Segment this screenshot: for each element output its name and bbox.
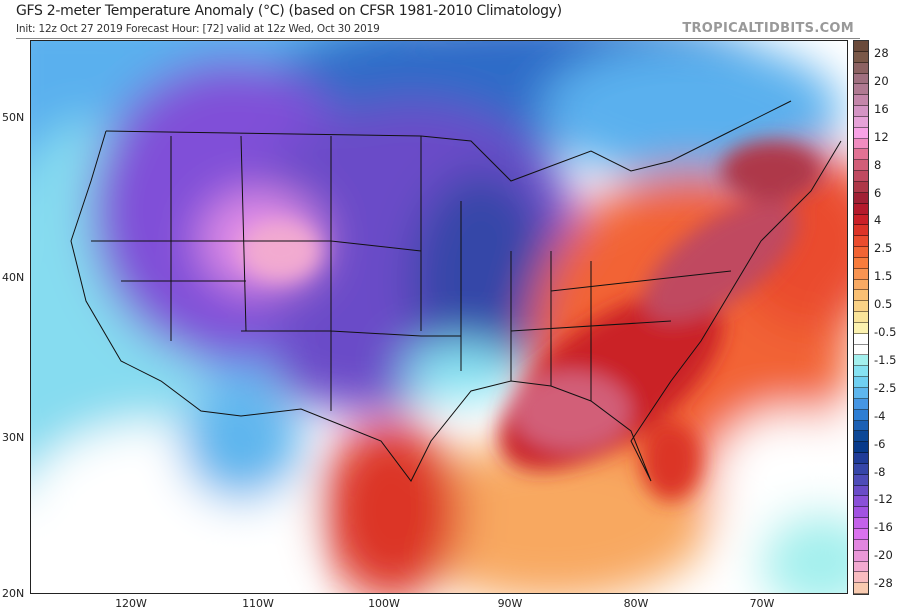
colorbar-bin — [854, 225, 868, 237]
colorbar-bin — [854, 257, 868, 269]
colorbar-label: -6 — [874, 436, 886, 451]
colorbar-bin — [854, 528, 868, 540]
colorbar-label: -20 — [874, 548, 893, 563]
colorbar-bin — [854, 496, 868, 508]
colorbar-bin — [854, 51, 868, 63]
colorbar-label: 16 — [874, 101, 889, 116]
colorbar-bin — [854, 62, 868, 74]
colorbar-bin — [854, 203, 868, 215]
colorbar-bin — [854, 268, 868, 280]
run-info: Init: 12z Oct 27 2019 Forecast Hour: [72… — [16, 23, 380, 35]
header-divider — [16, 38, 860, 39]
colorbar-label: -28 — [874, 576, 893, 591]
colorbar-label: 4 — [874, 213, 882, 228]
state-borders — [70, 100, 842, 482]
colorbar-bin — [854, 236, 868, 248]
colorbar-bin — [854, 333, 868, 345]
colorbar-bin — [854, 463, 868, 475]
colorbar-label: 0.5 — [874, 297, 893, 312]
colorbar-bin — [854, 485, 868, 497]
colorbar-bin — [854, 398, 868, 410]
colorbar-bin — [854, 95, 868, 107]
colorbar-bin — [854, 550, 868, 562]
lon-label: 90W — [497, 597, 523, 610]
colorbar-bin — [854, 171, 868, 182]
lon-label: 110W — [242, 597, 274, 610]
anomaly-field — [31, 41, 847, 593]
colorbar-bin — [854, 192, 868, 204]
chart-title: GFS 2-meter Temperature Anomaly (°C) (ba… — [16, 3, 562, 19]
lat-label: 30N — [2, 431, 25, 444]
colorbar-bin — [854, 127, 868, 139]
lon-label: 70W — [749, 597, 775, 610]
colorbar-label: -8 — [874, 464, 886, 479]
colorbar-label: 1.5 — [874, 269, 893, 284]
colorbar-bin — [854, 431, 868, 443]
colorbar-label: -12 — [874, 492, 893, 507]
colorbar-bin — [854, 518, 868, 529]
colorbar-bin — [854, 41, 868, 52]
lon-label: 80W — [623, 597, 649, 610]
colorbar-label: -16 — [874, 520, 893, 535]
lon-label: 100W — [368, 597, 400, 610]
colorbar-bin — [854, 301, 868, 313]
colorbar-bin — [854, 561, 868, 573]
colorbar-bin — [854, 442, 868, 454]
colorbar-label: -1.5 — [874, 352, 897, 367]
colorbar-bin — [854, 420, 868, 432]
lat-label: 40N — [2, 271, 25, 284]
colorbar-label: -0.5 — [874, 325, 897, 339]
colorbar-bin — [854, 138, 868, 150]
colorbar-bin — [854, 73, 868, 85]
colorbar-label: 8 — [874, 157, 882, 172]
colorbar-bin — [854, 474, 868, 486]
colorbar-bin — [854, 453, 868, 464]
colorbar-bin — [854, 290, 868, 302]
colorbar-label: -2.5 — [874, 380, 897, 395]
colorbar-bin — [854, 279, 868, 291]
colorbar-bin — [854, 377, 868, 388]
temperature-anomaly-map — [30, 40, 848, 594]
colorbar-bin — [854, 355, 868, 367]
colorbar — [853, 40, 869, 595]
colorbar-bin — [854, 539, 868, 551]
colorbar-bin — [854, 507, 868, 519]
colorbar-label: 12 — [874, 129, 889, 144]
brand-watermark: TROPICALTIDBITS.COM — [682, 21, 854, 36]
colorbar-bin — [854, 247, 868, 258]
colorbar-label: 6 — [874, 185, 882, 200]
colorbar-bin — [854, 312, 868, 323]
colorbar-bin — [854, 388, 868, 399]
colorbar-bin — [854, 344, 868, 356]
colorbar-bin — [854, 409, 868, 421]
lon-label: 120W — [115, 597, 147, 610]
colorbar-bin — [854, 149, 868, 161]
colorbar-bin — [854, 366, 868, 378]
colorbar-bin — [854, 322, 868, 334]
colorbar-label: -4 — [874, 408, 886, 423]
lat-label: 50N — [2, 111, 25, 124]
colorbar-bin — [854, 583, 868, 595]
colorbar-label: 2.5 — [874, 241, 893, 256]
colorbar-bin — [854, 214, 868, 226]
colorbar-bin — [854, 84, 868, 96]
colorbar-bin — [854, 116, 868, 128]
colorbar-label: 20 — [874, 73, 889, 88]
lat-label: 20N — [2, 587, 25, 600]
colorbar-bin — [854, 160, 868, 172]
colorbar-bin — [854, 572, 868, 584]
colorbar-bin — [854, 181, 868, 193]
colorbar-label: 28 — [874, 46, 889, 60]
colorbar-bin — [854, 106, 868, 117]
